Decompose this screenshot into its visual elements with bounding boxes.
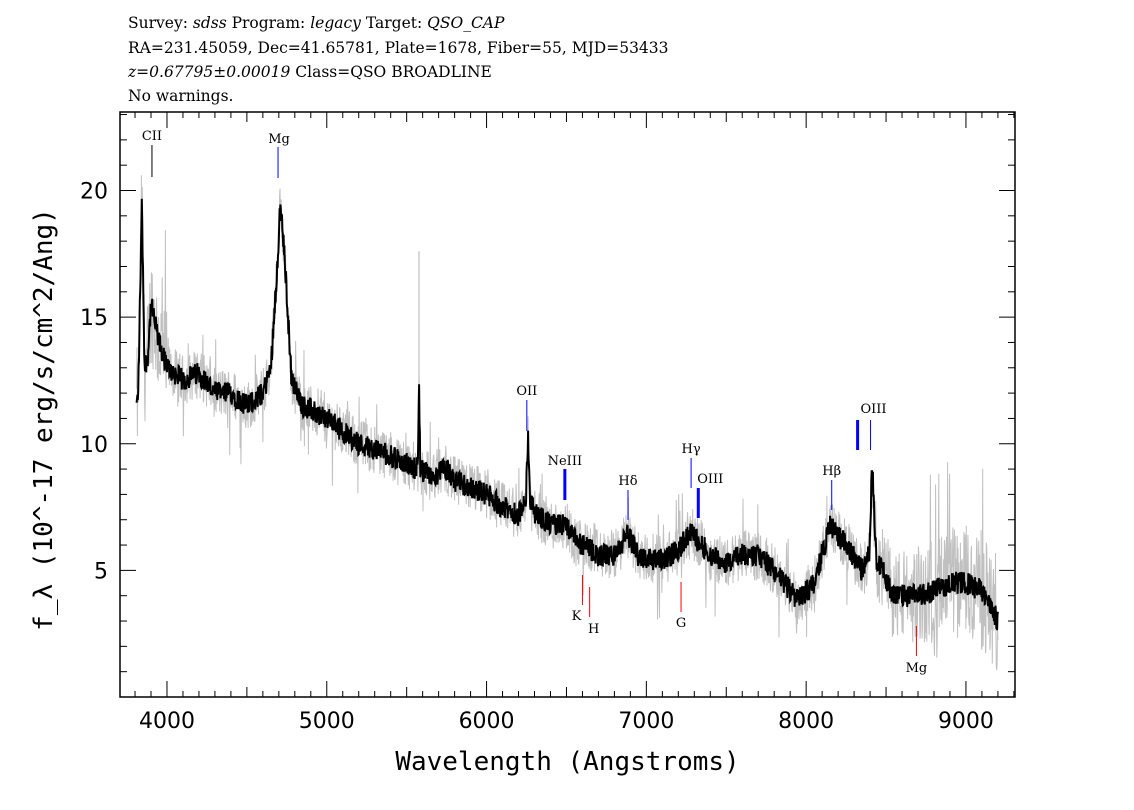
target-label: Target: xyxy=(365,14,423,32)
x-tick-label: 7000 xyxy=(618,709,674,734)
class-value: Class=QSO BROADLINE xyxy=(295,63,492,81)
line-marker-label: Hγ xyxy=(682,442,701,457)
header-line-2: RA=231.45059, Dec=41.65781, Plate=1678, … xyxy=(128,39,669,57)
plot-frame xyxy=(119,111,1016,698)
line-marker-label: CII xyxy=(142,129,162,144)
program-label: Program: xyxy=(231,14,306,32)
line-marker-label: H xyxy=(588,622,599,637)
survey-value: sdss xyxy=(192,14,227,32)
line-marker-label: G xyxy=(676,616,686,631)
y-tick-label: 10 xyxy=(80,433,108,458)
x-tick-label: 9000 xyxy=(938,709,994,734)
noise-spectrum-line xyxy=(136,175,999,671)
x-tick-label: 6000 xyxy=(459,709,515,734)
x-tick-label: 5000 xyxy=(299,709,355,734)
line-marker-label: OII xyxy=(516,384,537,399)
y-tick-label: 20 xyxy=(80,180,108,205)
flux-spectrum-line xyxy=(135,198,999,631)
line-marker-label: Hδ xyxy=(618,474,637,489)
program-value: legacy xyxy=(310,14,361,32)
line-marker-label: Mg xyxy=(906,661,928,676)
y-tick-label: 5 xyxy=(94,559,108,584)
y-axis-label: f_λ (10^-17 erg/s/cm^2/Ang) xyxy=(29,208,59,631)
line-marker-label: Hβ xyxy=(822,464,841,479)
line-marker-label: NeIII xyxy=(548,454,582,469)
x-axis-label: Wavelength (Angstroms) xyxy=(395,747,739,777)
line-marker-label: K xyxy=(572,609,582,624)
y-tick-label: 15 xyxy=(80,306,108,331)
header-warnings: No warnings. xyxy=(128,87,234,105)
redshift-value: z=0.67795±0.00019 xyxy=(128,63,291,81)
header-line-3: z=0.67795±0.00019 Class=QSO BROADLINE xyxy=(128,63,492,81)
target-value: QSO_CAP xyxy=(427,14,505,32)
x-tick-label: 4000 xyxy=(139,709,195,734)
survey-label: Survey: xyxy=(128,14,188,32)
header-line-1: Survey: sdss Program: legacy Target: QSO… xyxy=(128,14,504,32)
line-marker-label: Mg xyxy=(268,132,290,147)
line-marker-label: OIII xyxy=(697,472,723,487)
line-marker-label: OIII xyxy=(861,402,887,417)
x-tick-label: 8000 xyxy=(778,709,834,734)
